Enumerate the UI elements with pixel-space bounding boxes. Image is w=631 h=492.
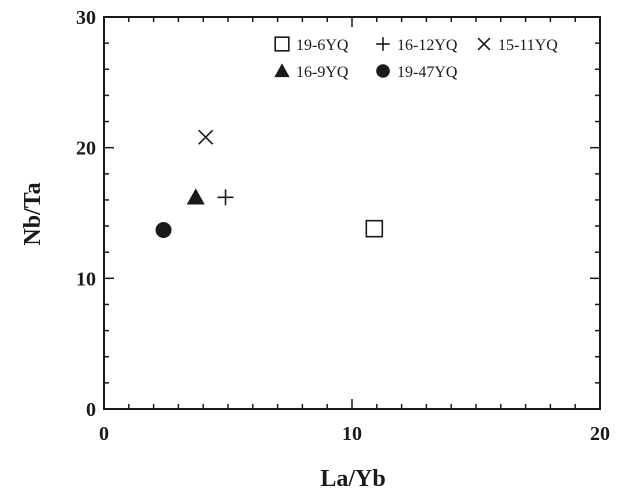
x-axis-title: La/Yb (320, 466, 385, 492)
x-tick-label: 10 (342, 423, 362, 445)
legend-marker-15-11YQ (477, 37, 491, 51)
data-point-16-9YQ (186, 188, 205, 205)
plot-frame (103, 16, 601, 410)
y-tick-label: 0 (86, 399, 96, 421)
y-tick-label: 20 (76, 138, 96, 160)
y-tick-label: 30 (76, 7, 96, 29)
y-tick-label: 10 (76, 268, 96, 290)
legend-marker-19-6YQ (274, 36, 290, 52)
data-point-19-47YQ (155, 221, 172, 238)
legend-marker-15-11YQ-b (477, 37, 491, 51)
x-tick-label: 20 (590, 423, 610, 445)
legend-label: 16-9YQ (296, 64, 349, 81)
legend-marker-16-12YQ (376, 37, 390, 51)
data-point-15-11YQ-b (198, 129, 214, 145)
legend-label: 15-11YQ (498, 37, 558, 54)
legend-item: 15-11YQ (477, 37, 558, 54)
legend-marker-16-9YQ (274, 63, 290, 78)
data-point-15-11YQ (198, 129, 214, 145)
data-point-19-6YQ (365, 219, 384, 238)
y-axis-title: Nb/Ta (20, 182, 46, 245)
legend-label: 19-6YQ (296, 37, 349, 54)
legend-marker-19-47YQ (376, 64, 390, 78)
legend-label: 19-47YQ (397, 64, 458, 81)
legend-label: 16-12YQ (397, 37, 458, 54)
legend-item: 19-47YQ (376, 64, 458, 81)
legend-item: 16-12YQ (376, 37, 458, 54)
data-point-16-12YQ (217, 189, 234, 206)
x-tick-label: 0 (99, 423, 109, 445)
legend-item: 16-9YQ (274, 63, 349, 81)
legend: 19-6YQ 16-12YQ 15-11YQ 16-9YQ 19-47YQ (274, 36, 558, 81)
legend-item: 19-6YQ (274, 36, 349, 54)
